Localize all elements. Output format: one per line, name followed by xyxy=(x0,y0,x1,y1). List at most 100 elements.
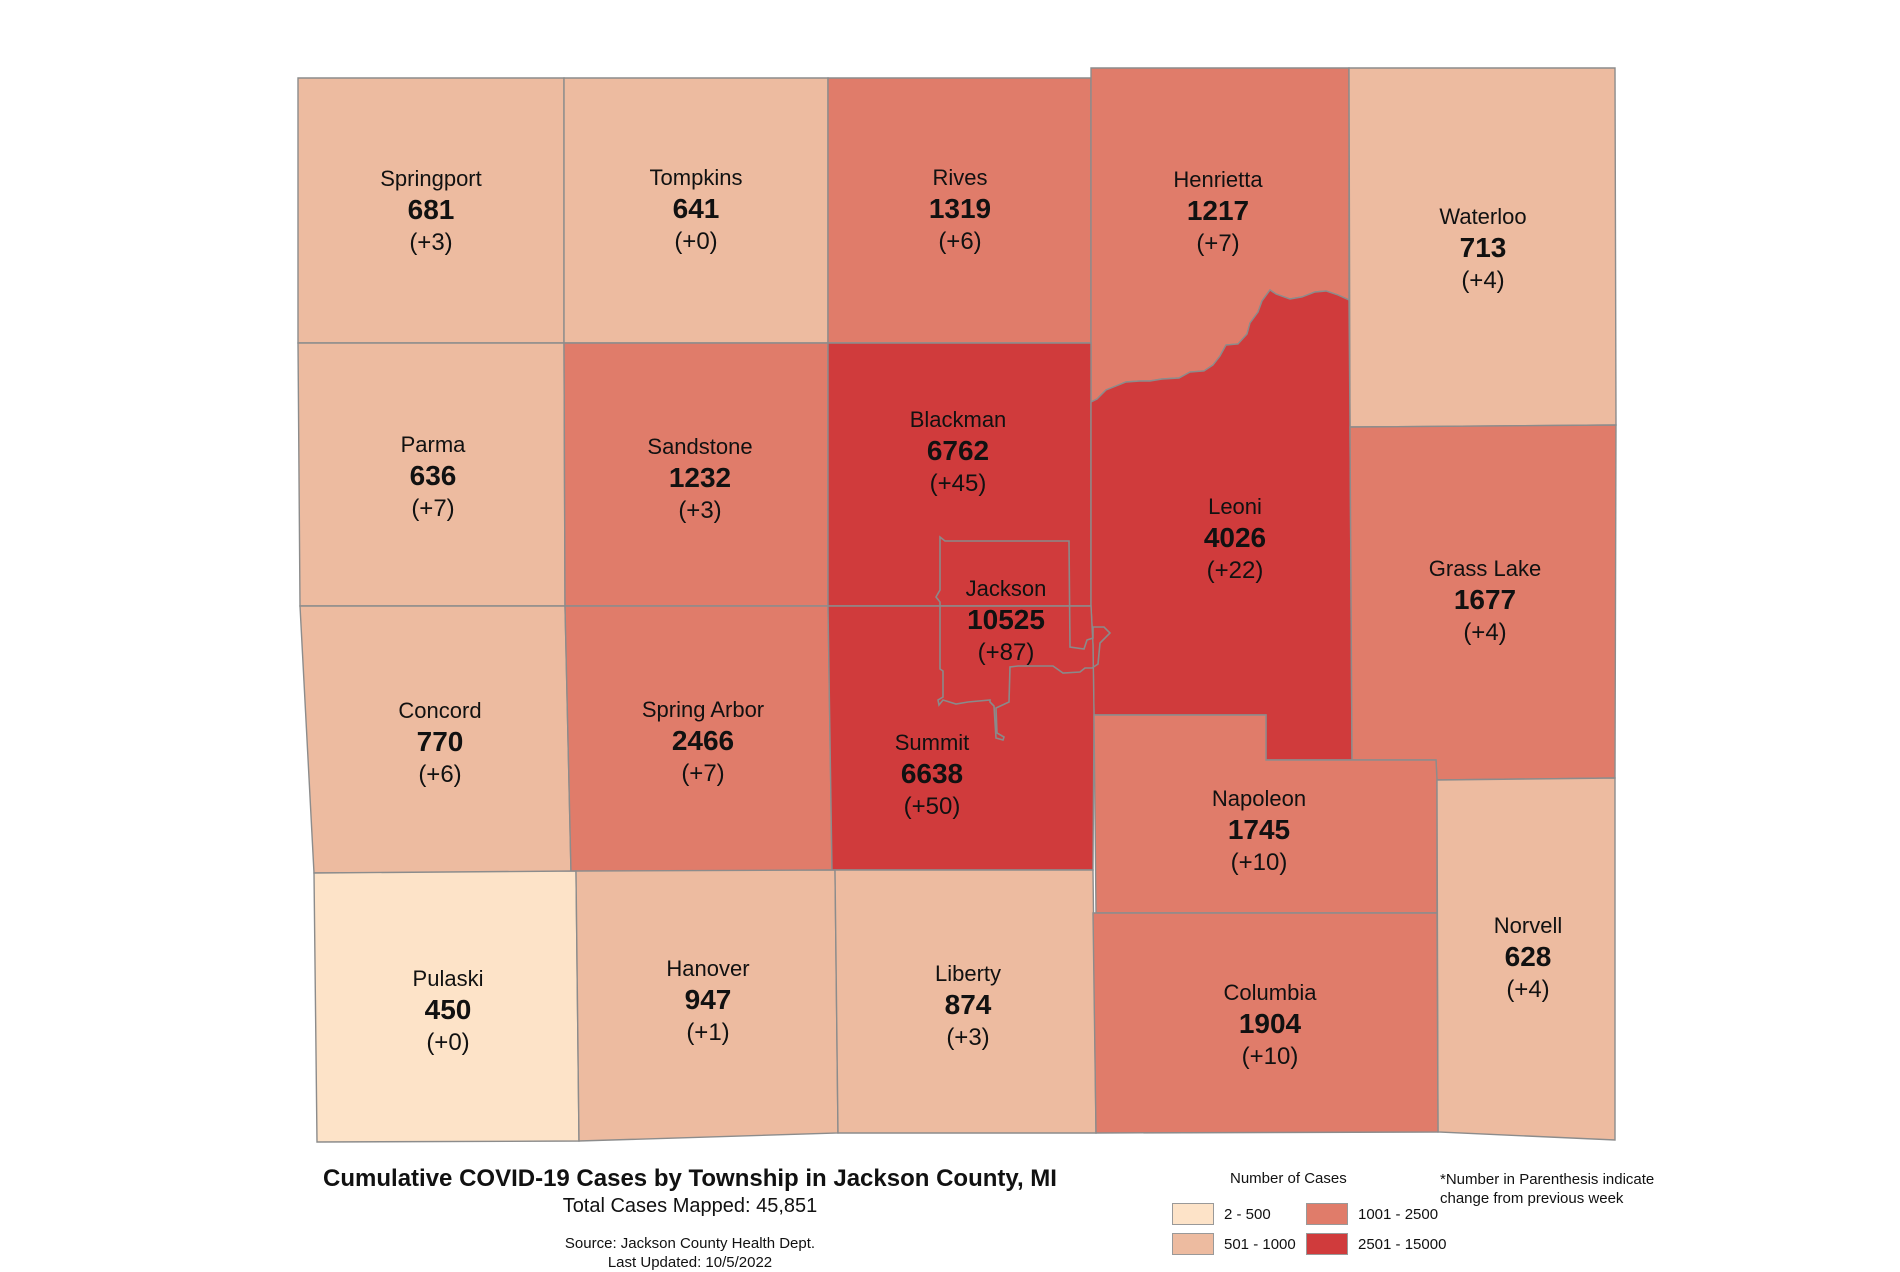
label-sandstone: Sandstone 1232 (+3) xyxy=(647,434,752,524)
legend-swatch xyxy=(1172,1233,1214,1255)
weekly-change: (+4) xyxy=(1461,267,1504,294)
weekly-change: (+3) xyxy=(409,229,452,256)
township-name: Leoni xyxy=(1208,494,1262,519)
label-tompkins: Tompkins 641 (+0) xyxy=(650,165,743,255)
label-rives: Rives 1319 (+6) xyxy=(929,165,991,255)
label-parma: Parma 636 (+7) xyxy=(401,432,467,522)
legend-label: 501 - 1000 xyxy=(1224,1235,1296,1253)
case-count: 947 xyxy=(685,984,732,1015)
label-liberty: Liberty 874 (+3) xyxy=(935,961,1001,1051)
label-henrietta: Henrietta 1217 (+7) xyxy=(1173,167,1263,257)
case-count: 6638 xyxy=(901,758,963,789)
legend-item-501-1000: 501 - 1000 xyxy=(1172,1233,1296,1255)
case-count: 1232 xyxy=(669,462,731,493)
label-columbia: Columbia 1904 (+10) xyxy=(1224,980,1318,1070)
weekly-change: (+7) xyxy=(1196,230,1239,257)
label-concord: Concord 770 (+6) xyxy=(398,698,481,788)
weekly-change: (+6) xyxy=(418,761,461,788)
township-labels: Springport 681 (+3) Tompkins 641 (+0) Rives 131… xyxy=(380,165,1562,1070)
case-count: 713 xyxy=(1460,232,1507,263)
total-cases: Total Cases Mapped: 45,851 xyxy=(562,1195,818,1217)
case-count: 874 xyxy=(945,989,992,1020)
case-count: 10525 xyxy=(967,604,1045,635)
township-columbia[interactable] xyxy=(1092,912,1439,1134)
jackson-city-boundary xyxy=(935,535,1112,741)
parenthesis-note: *Number in Parenthesis indicate change f… xyxy=(1440,1171,1655,1207)
weekly-change: (+4) xyxy=(1506,976,1549,1003)
township-name: Pulaski xyxy=(413,966,484,991)
legend-label: 1001 - 2500 xyxy=(1358,1205,1439,1223)
township-name: Rives xyxy=(932,165,987,190)
township-name: Waterloo xyxy=(1439,204,1526,229)
township-name: Columbia xyxy=(1224,980,1318,1005)
source-line: Source: Jackson County Health Dept. xyxy=(564,1235,816,1252)
weekly-change: (+50) xyxy=(904,793,961,820)
legend-item-2-500: 2 - 500 xyxy=(1172,1203,1271,1225)
updated-line: Last Updated: 10/5/2022 xyxy=(607,1254,773,1271)
case-count: 2466 xyxy=(672,725,734,756)
weekly-change: (+7) xyxy=(681,760,724,787)
weekly-change: (+6) xyxy=(938,228,981,255)
label-spring-arbor: Spring Arbor 2466 (+7) xyxy=(642,697,764,787)
case-count: 4026 xyxy=(1204,522,1266,553)
township-name: Hanover xyxy=(666,956,749,981)
township-name: Norvell xyxy=(1494,913,1562,938)
weekly-change: (+3) xyxy=(678,497,721,524)
weekly-change: (+3) xyxy=(946,1024,989,1051)
weekly-change: (+0) xyxy=(674,228,717,255)
label-hanover: Hanover 947 (+1) xyxy=(666,956,749,1046)
map-title: Cumulative COVID-19 Cases by Township in… xyxy=(323,1165,1057,1192)
township-name: Blackman xyxy=(910,407,1007,432)
legend-title: Number of Cases xyxy=(1230,1170,1347,1187)
weekly-change: (+4) xyxy=(1463,619,1506,646)
weekly-change: (+7) xyxy=(411,495,454,522)
legend-label: 2501 - 15000 xyxy=(1358,1235,1447,1253)
label-summit: Summit 6638 (+50) xyxy=(895,730,970,820)
case-count: 6762 xyxy=(927,435,989,466)
legend-item-2501-15000: 2501 - 15000 xyxy=(1306,1233,1446,1255)
legend-swatch xyxy=(1172,1203,1214,1225)
township-name: Summit xyxy=(895,730,970,755)
label-pulaski: Pulaski 450 (+0) xyxy=(413,966,484,1056)
legend-item-1001-2500: 1001 - 2500 xyxy=(1306,1203,1438,1225)
township-name: Henrietta xyxy=(1173,167,1263,192)
case-count: 1745 xyxy=(1228,814,1290,845)
label-springport: Springport 681 (+3) xyxy=(380,166,482,256)
township-name: Napoleon xyxy=(1212,786,1306,811)
legend-swatch xyxy=(1306,1233,1348,1255)
label-leoni: Leoni 4026 (+22) xyxy=(1204,494,1266,584)
case-count: 450 xyxy=(425,994,472,1025)
case-count: 628 xyxy=(1505,941,1552,972)
township-name: Grass Lake xyxy=(1429,556,1542,581)
township-name: Sandstone xyxy=(647,434,752,459)
weekly-change: (+0) xyxy=(426,1029,469,1056)
township-name: Concord xyxy=(398,698,481,723)
township-name: Tompkins xyxy=(650,165,743,190)
label-grass-lake: Grass Lake 1677 (+4) xyxy=(1429,556,1542,646)
weekly-change: (+87) xyxy=(978,639,1035,666)
township-name: Springport xyxy=(380,166,482,191)
weekly-change: (+1) xyxy=(686,1019,729,1046)
case-count: 681 xyxy=(408,194,455,225)
label-blackman: Blackman 6762 (+45) xyxy=(910,407,1007,497)
legend-label: 2 - 500 xyxy=(1224,1205,1271,1223)
township-name: Parma xyxy=(401,432,467,457)
township-name: Jackson xyxy=(966,576,1047,601)
case-count: 1904 xyxy=(1239,1008,1302,1039)
case-count: 636 xyxy=(410,460,457,491)
weekly-change: (+10) xyxy=(1231,849,1288,876)
case-count: 1677 xyxy=(1454,584,1516,615)
weekly-change: (+22) xyxy=(1207,557,1264,584)
legend-swatch xyxy=(1306,1203,1348,1225)
township-name: Liberty xyxy=(935,961,1001,986)
case-count: 1319 xyxy=(929,193,991,224)
label-napoleon: Napoleon 1745 (+10) xyxy=(1212,786,1306,876)
weekly-change: (+10) xyxy=(1242,1043,1299,1070)
label-waterloo: Waterloo 713 (+4) xyxy=(1439,204,1526,294)
label-jackson: Jackson 10525 (+87) xyxy=(966,576,1047,666)
weekly-change: (+45) xyxy=(930,470,987,497)
case-count: 1217 xyxy=(1187,195,1249,226)
label-norvell: Norvell 628 (+4) xyxy=(1494,913,1562,1003)
township-regions xyxy=(297,67,1617,1143)
